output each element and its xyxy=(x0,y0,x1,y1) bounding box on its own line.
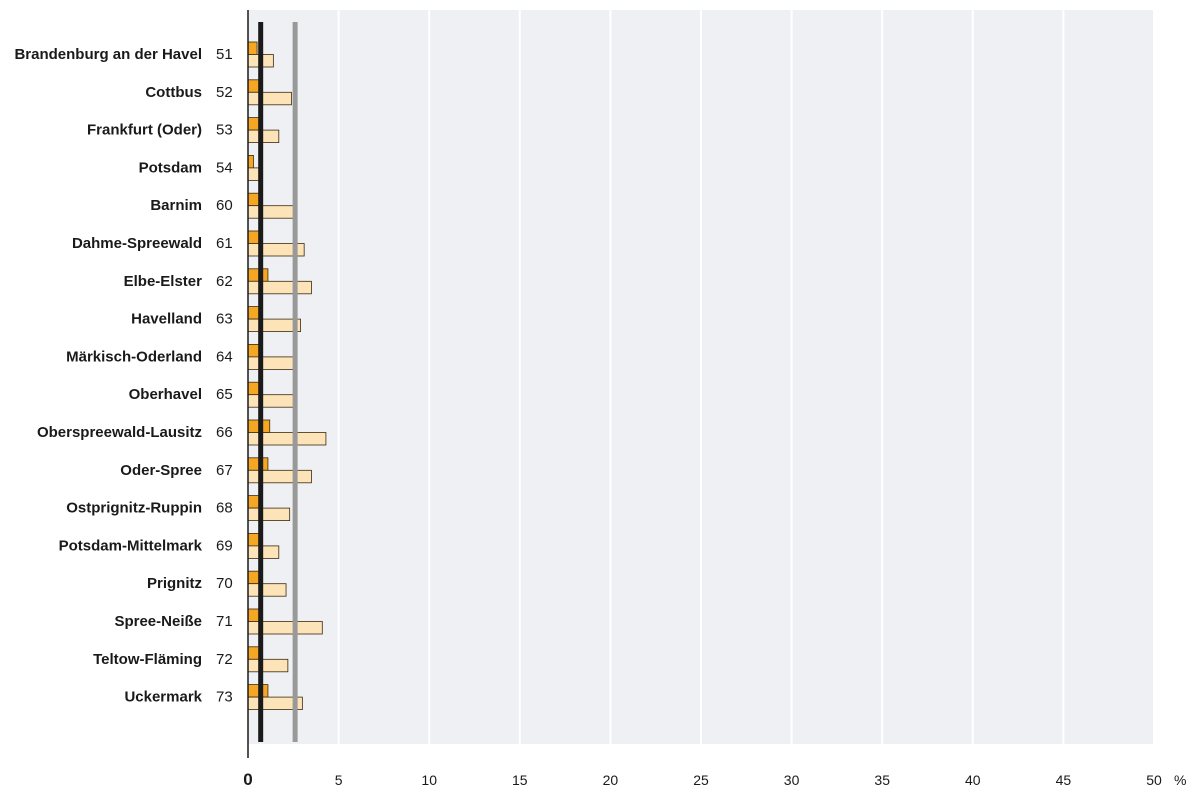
bar-series-2 xyxy=(247,129,280,144)
category-label: Frankfurt (Oder) xyxy=(87,122,202,139)
category-label: Uckermark xyxy=(124,689,202,706)
category-code: 68 xyxy=(216,500,233,517)
category-code: 63 xyxy=(216,311,233,328)
gridlines xyxy=(337,10,1155,744)
category-code: 69 xyxy=(216,537,233,554)
bar-series-2 xyxy=(247,167,260,181)
category-code: 62 xyxy=(216,273,233,290)
category-label: Cottbus xyxy=(145,84,202,101)
x-tick-label: 25 xyxy=(693,772,709,788)
bar-series-2 xyxy=(247,545,280,559)
bar-series-2 xyxy=(247,356,296,370)
x-tick-label: 15 xyxy=(512,772,528,788)
bar-series-1 xyxy=(247,533,260,547)
category-label: Spree-Neiße xyxy=(114,613,202,630)
x-tick-label: 20 xyxy=(603,772,619,788)
bar-series-1 xyxy=(247,457,269,471)
category-code: 66 xyxy=(216,424,233,441)
category-code: 51 xyxy=(216,46,233,63)
x-tick-label: 30 xyxy=(784,772,800,788)
category-code: 60 xyxy=(216,197,233,214)
bar-series-2 xyxy=(247,583,287,597)
category-code: 67 xyxy=(216,462,233,479)
category-label: Prignitz xyxy=(147,575,202,592)
category-code: 72 xyxy=(216,651,233,668)
category-label: Oberhavel xyxy=(129,386,202,403)
x-tick-label: 50 xyxy=(1146,772,1162,788)
category-code: 71 xyxy=(216,613,233,630)
category-label: Oberspreewald-Lausitz xyxy=(37,424,202,441)
category-code: 54 xyxy=(216,159,233,176)
x-tick-label: 45 xyxy=(1056,772,1072,788)
category-label: Elbe-Elster xyxy=(124,273,203,290)
bar-series-1 xyxy=(247,154,254,169)
bar-series-1 xyxy=(247,684,269,698)
bar-series-2 xyxy=(247,507,291,522)
category-code: 64 xyxy=(216,348,233,365)
bar-series-2 xyxy=(247,91,292,106)
bar-series-1 xyxy=(247,268,269,282)
category-code: 65 xyxy=(216,386,233,403)
bar-series-1 xyxy=(247,117,260,131)
category-label: Brandenburg an der Havel xyxy=(14,46,202,63)
category-label: Dahme-Spreewald xyxy=(72,235,202,252)
category-labels: Brandenburg an der Havel 51 Cottbus 52 Frank… xyxy=(14,46,232,706)
category-code: 73 xyxy=(216,689,233,706)
bar-series-2 xyxy=(247,205,296,219)
x-tick-label: 40 xyxy=(965,772,981,788)
category-label: Potsdam xyxy=(139,159,202,176)
category-code: 53 xyxy=(216,122,233,139)
bar-series-2 xyxy=(247,280,312,295)
category-label: Teltow-Fläming xyxy=(93,651,202,668)
x-tick-label: 0 xyxy=(243,770,252,789)
category-label: Barnim xyxy=(150,197,202,214)
bar-series-1 xyxy=(247,41,258,55)
x-tick-label: 35 xyxy=(874,772,890,788)
reference-lines xyxy=(258,22,298,742)
category-label: Ostprignitz-Ruppin xyxy=(66,500,202,517)
category-code: 52 xyxy=(216,84,233,101)
category-code: 61 xyxy=(216,235,233,252)
bar-series-2 xyxy=(247,658,289,673)
x-tick-label: 5 xyxy=(335,772,343,788)
category-label: Potsdam-Mittelmark xyxy=(59,537,203,554)
category-label: Märkisch-Oderland xyxy=(66,348,202,365)
category-label: Oder-Spree xyxy=(120,462,202,479)
x-axis-unit: % xyxy=(1174,772,1186,788)
bar-series-2 xyxy=(247,394,296,408)
category-label: Havelland xyxy=(131,311,202,328)
category-code: 70 xyxy=(216,575,233,592)
bar-series-2 xyxy=(247,469,312,484)
x-axis-ticks: 0 5 10 15 20 25 30 35 40 45 50 xyxy=(243,770,1162,789)
x-tick-label: 10 xyxy=(421,772,437,788)
